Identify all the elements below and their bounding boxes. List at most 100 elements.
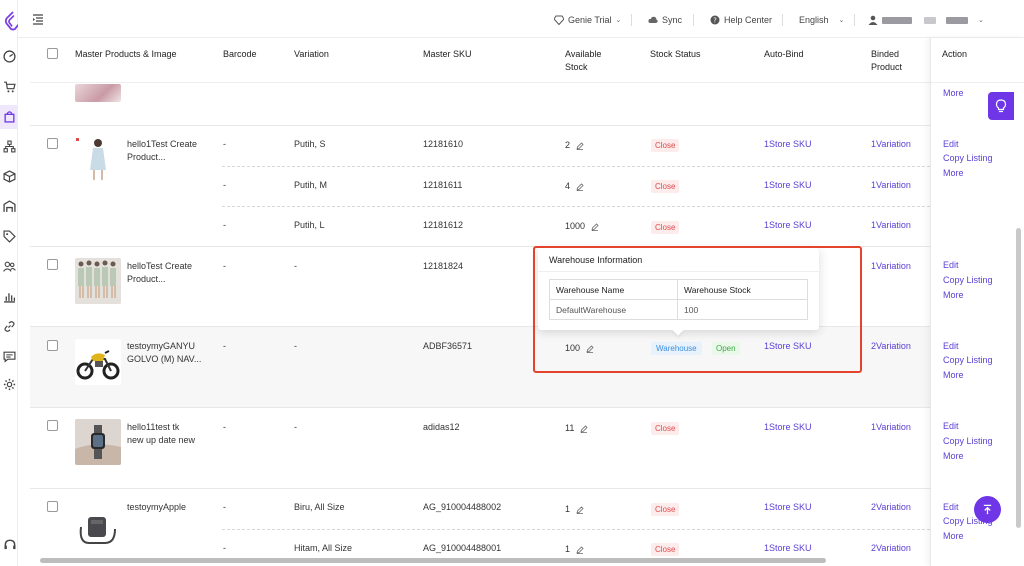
column-header-available-stock[interactable]: Available Stock [565, 48, 601, 74]
binded-product-link[interactable]: 1Variation [871, 422, 911, 432]
edit-pencil-icon[interactable] [580, 425, 588, 433]
scroll-to-top-button[interactable] [974, 496, 1001, 523]
auto-bind-link[interactable]: 1Store SKU [764, 180, 812, 190]
copy-listing-link[interactable]: Copy Listing [943, 153, 993, 163]
product-thumbnail[interactable] [75, 339, 121, 385]
genie-trial-dropdown[interactable]: Genie Trial ⌄ [554, 15, 621, 25]
binded-product-link[interactable]: 1Variation [871, 261, 911, 271]
row-checkbox[interactable] [47, 420, 58, 431]
auto-bind-link[interactable]: 1Store SKU [764, 220, 812, 230]
stock-status-close-badge[interactable]: Close [651, 422, 680, 435]
more-link[interactable]: More [943, 451, 964, 461]
auto-bind-link[interactable]: 1Store SKU [764, 341, 812, 351]
message-icon[interactable] [3, 350, 16, 363]
help-center-link[interactable]: ? Help Center [710, 15, 772, 25]
link-icon[interactable] [3, 320, 16, 333]
app-logo-icon[interactable] [4, 10, 22, 32]
vertical-scrollbar[interactable] [1016, 228, 1021, 528]
product-thumbnail[interactable] [75, 136, 121, 182]
column-header-stock-status[interactable]: Stock Status [650, 49, 701, 59]
warehouse-icon[interactable] [3, 200, 16, 213]
binded-product-link[interactable]: 2Variation [871, 502, 911, 512]
product-thumbnail[interactable] [75, 507, 121, 547]
stock-status-close-badge[interactable]: Close [651, 221, 680, 234]
menu-toggle-icon[interactable] [32, 13, 44, 25]
auto-bind-link[interactable]: 1Store SKU [764, 543, 812, 553]
binded-product-link[interactable]: 1Variation [871, 220, 911, 230]
copy-listing-link[interactable]: Copy Listing [943, 275, 993, 285]
edit-link[interactable]: Edit [943, 421, 959, 431]
stock-status-close-badge[interactable]: Close [651, 503, 680, 516]
product-thumbnail[interactable] [75, 84, 121, 102]
support-headset-icon[interactable] [3, 538, 17, 552]
hierarchy-icon[interactable] [3, 140, 16, 153]
package-icon[interactable] [3, 170, 16, 183]
row-checkbox[interactable] [47, 259, 58, 270]
users-icon[interactable] [3, 260, 16, 273]
column-header-product[interactable]: Master Products & Image [75, 49, 177, 59]
column-header-auto-bind[interactable]: Auto-Bind [764, 49, 804, 59]
warehouse-badge[interactable]: Warehouse [651, 342, 702, 355]
product-name[interactable]: hello1Test Create Product... [127, 138, 197, 164]
edit-link[interactable]: Edit [943, 341, 959, 351]
edit-pencil-icon[interactable] [576, 506, 584, 514]
column-header-master-sku[interactable]: Master SKU [423, 49, 472, 59]
column-header-variation[interactable]: Variation [294, 49, 329, 59]
more-link[interactable]: More [943, 168, 964, 178]
edit-pencil-icon[interactable] [576, 183, 584, 191]
product-thumbnail[interactable] [75, 419, 121, 465]
sync-button[interactable]: Sync [648, 15, 682, 25]
product-bag-icon[interactable] [3, 110, 16, 123]
edit-pencil-icon[interactable] [576, 142, 584, 150]
row-checkbox[interactable] [47, 340, 58, 351]
edit-pencil-icon[interactable] [586, 345, 594, 353]
bar-chart-icon[interactable] [3, 290, 16, 303]
auto-bind-link[interactable]: 1Store SKU [764, 422, 812, 432]
product-name[interactable]: testoymyApple [127, 501, 186, 514]
dashboard-icon[interactable] [3, 50, 16, 63]
more-link[interactable]: More [943, 370, 964, 380]
edit-link[interactable]: Edit [943, 502, 959, 512]
table-header: Master Products & Image Barcode Variatio… [30, 38, 1024, 83]
tag-icon[interactable] [3, 230, 16, 243]
cart-icon[interactable] [3, 80, 16, 93]
more-link[interactable]: More [943, 531, 964, 541]
edit-link[interactable]: Edit [943, 139, 959, 149]
tips-button[interactable] [988, 92, 1014, 120]
edit-link[interactable]: Edit [943, 260, 959, 270]
stock-status-close-badge[interactable]: Close [651, 180, 680, 193]
binded-product-link[interactable]: 1Variation [871, 180, 911, 190]
user-avatar-icon [868, 15, 878, 25]
stock-status-close-badge[interactable]: Close [651, 139, 680, 152]
binded-product-link[interactable]: 2Variation [871, 341, 911, 351]
stock-value: 2 [565, 140, 571, 150]
user-menu[interactable]: ⌄ [868, 15, 984, 25]
copy-listing-link[interactable]: Copy Listing [943, 355, 993, 365]
select-all-checkbox[interactable] [47, 48, 58, 59]
binded-product-link[interactable]: 2Variation [871, 543, 911, 553]
edit-pencil-icon[interactable] [576, 546, 584, 554]
product-name[interactable]: hello11test tk new up date new [127, 421, 195, 447]
row-checkbox[interactable] [47, 501, 58, 512]
settings-gear-icon[interactable] [3, 378, 16, 391]
product-name[interactable]: helloTest Create Product... [127, 260, 192, 286]
stock-status-close-badge[interactable]: Close [651, 543, 680, 556]
stock-status-open-badge[interactable]: Open [712, 342, 740, 355]
product-thumbnail[interactable] [75, 258, 121, 304]
stock-value: 100 [565, 343, 581, 353]
language-dropdown[interactable]: English ⌄ [799, 15, 844, 25]
product-name[interactable]: testoymyGANYU GOLVO (M) NAV... [127, 340, 201, 366]
edit-pencil-icon[interactable] [591, 223, 599, 231]
auto-bind-link[interactable]: 1Store SKU [764, 502, 812, 512]
copy-listing-link[interactable]: Copy Listing [943, 436, 993, 446]
auto-bind-link[interactable]: 1Store SKU [764, 139, 812, 149]
more-link[interactable]: More [943, 290, 964, 300]
warehouse-name-cell: DefaultWarehouse [549, 299, 678, 320]
more-link[interactable]: More [943, 88, 964, 98]
column-header-barcode[interactable]: Barcode [223, 49, 257, 59]
row-checkbox[interactable] [47, 138, 58, 149]
horizontal-scrollbar[interactable] [40, 558, 826, 563]
binded-product-link[interactable]: 1Variation [871, 139, 911, 149]
copy-listing-link[interactable]: Copy Listing [943, 516, 993, 526]
column-header-binded-product[interactable]: Binded Product [871, 48, 902, 74]
